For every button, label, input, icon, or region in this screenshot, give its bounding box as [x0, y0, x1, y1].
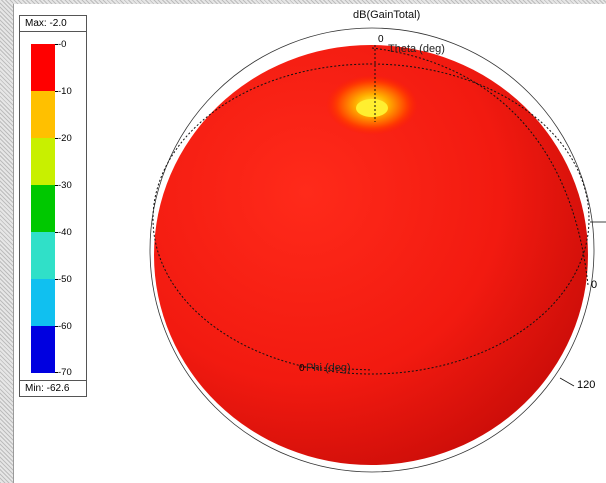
gain-pattern-surface	[154, 45, 588, 465]
legend-tick-label: -60	[58, 321, 72, 332]
legend-tick-label: -20	[58, 133, 72, 144]
legend-swatch-3	[31, 185, 55, 232]
phi-axis-label: Phi (deg)	[306, 362, 351, 374]
legend-min-label: Min: -62.6	[20, 380, 86, 396]
right-tick-label: 0	[591, 279, 597, 291]
pattern-null-core	[356, 99, 388, 117]
phi-tick-label: 0	[299, 363, 305, 374]
phi-axis	[299, 366, 373, 371]
legend-tick-mark	[55, 44, 58, 45]
theta-axis-label: Theta (deg)	[388, 43, 445, 55]
theta-reference-arc	[371, 47, 589, 286]
legend-swatch-6	[31, 326, 55, 373]
plot-title: dB(GainTotal)	[353, 9, 421, 21]
legend-tick-label: -30	[58, 180, 72, 191]
window-frame-left	[0, 0, 14, 483]
legend-swatch-0	[31, 44, 55, 91]
legend-tick-mark	[55, 372, 58, 373]
legend-swatch-1	[31, 91, 55, 138]
theta-reference-circle	[149, 27, 595, 473]
color-legend[interactable]: Max: -2.0 -0 -10 -20 -30 -40 -50 -60 -70…	[19, 15, 87, 397]
legend-tick-mark	[55, 232, 58, 233]
theta-tick-label: 0	[378, 34, 384, 45]
legend-swatch-2	[31, 138, 55, 185]
legend-swatch-5	[31, 279, 55, 326]
legend-tick-label: -10	[58, 86, 72, 97]
legend-tick-label: -50	[58, 274, 72, 285]
legend-tick-label: -0	[58, 39, 67, 50]
legend-tick-label: -40	[58, 227, 72, 238]
legend-tick-mark	[55, 326, 58, 327]
legend-tick-mark	[55, 279, 58, 280]
legend-tick-mark	[55, 138, 58, 139]
window-frame-top	[13, 0, 606, 4]
ring-tick-mark	[559, 377, 575, 387]
legend-tick-mark	[55, 91, 58, 92]
legend-max-label: Max: -2.0	[20, 16, 86, 32]
phi-reference-ellipse	[152, 63, 590, 375]
legend-tick-mark	[55, 185, 58, 186]
legend-swatch-4	[31, 232, 55, 279]
ring-tick-label-120: 120	[577, 379, 595, 391]
legend-tick-label: -70	[58, 367, 72, 378]
